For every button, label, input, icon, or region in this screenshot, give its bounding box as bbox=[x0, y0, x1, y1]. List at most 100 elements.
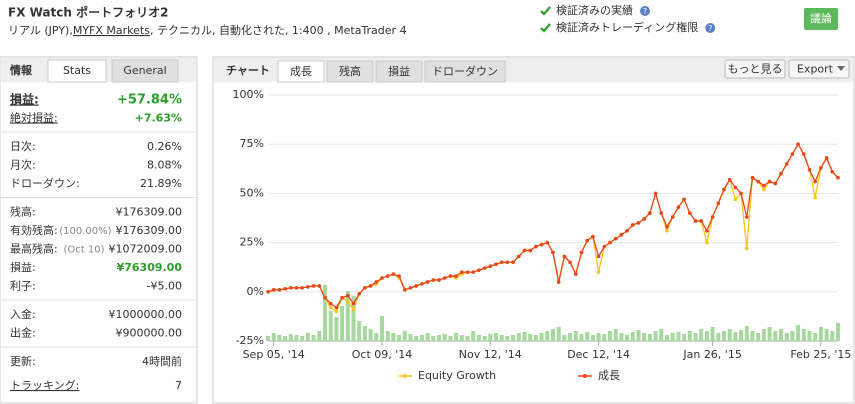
point bbox=[385, 274, 390, 278]
stat-value: -¥5.00 bbox=[147, 280, 182, 293]
point bbox=[397, 274, 401, 278]
point bbox=[830, 169, 835, 174]
point bbox=[585, 238, 589, 243]
point bbox=[779, 171, 783, 176]
x-tick-label: Nov 12, '14 bbox=[459, 348, 522, 361]
volume-bar bbox=[824, 329, 829, 341]
volume-bar bbox=[761, 329, 766, 341]
point bbox=[408, 286, 413, 290]
check-icon bbox=[540, 23, 551, 33]
point bbox=[271, 288, 276, 292]
point bbox=[750, 175, 755, 180]
legend-label: 成長 bbox=[598, 369, 620, 382]
stat-label: 月次: bbox=[10, 158, 36, 172]
volume-bar bbox=[727, 329, 732, 341]
stats-tab[interactable] bbox=[111, 59, 179, 83]
volume-bar bbox=[545, 331, 550, 341]
point bbox=[807, 167, 812, 172]
volume-bar bbox=[665, 335, 669, 341]
volume-bar bbox=[630, 332, 635, 341]
point bbox=[562, 254, 567, 259]
point bbox=[813, 195, 817, 200]
point bbox=[773, 181, 778, 186]
chart-tab[interactable] bbox=[277, 60, 325, 83]
volume-bar bbox=[425, 333, 430, 341]
point bbox=[574, 272, 578, 276]
volume-bar bbox=[659, 329, 664, 341]
verified-check: 検証済みトレーディング権限 bbox=[556, 20, 698, 34]
discuss-label[interactable]: 議論 bbox=[810, 11, 832, 25]
volume-bar bbox=[573, 331, 578, 341]
point bbox=[591, 234, 595, 239]
point bbox=[334, 309, 339, 314]
volume-bar bbox=[744, 326, 749, 341]
volume-bar bbox=[585, 332, 590, 341]
point bbox=[733, 185, 738, 190]
stats-tab-label[interactable]: General bbox=[123, 64, 166, 77]
help-text[interactable]: ? bbox=[708, 24, 712, 33]
volume-bar bbox=[277, 335, 282, 341]
point bbox=[351, 301, 356, 306]
point bbox=[613, 236, 618, 241]
volume-bar bbox=[619, 333, 624, 341]
subtitle: リアル (JPY), bbox=[8, 24, 73, 37]
volume-bar bbox=[693, 333, 698, 341]
volume-bar bbox=[562, 335, 567, 341]
point bbox=[642, 217, 646, 221]
volume-bar bbox=[345, 291, 350, 341]
point bbox=[676, 205, 681, 209]
chart-button-label[interactable]: Export bbox=[797, 63, 834, 76]
point bbox=[494, 262, 498, 267]
point bbox=[824, 156, 829, 160]
stats-tab[interactable] bbox=[47, 59, 107, 83]
chart-button[interactable] bbox=[788, 59, 850, 79]
help-icon[interactable] bbox=[640, 6, 650, 16]
stat-value: 8.08% bbox=[147, 159, 182, 172]
stat-value: 7 bbox=[175, 379, 182, 392]
volume-bar bbox=[687, 331, 692, 341]
help-text[interactable]: ? bbox=[643, 7, 647, 16]
volume-bar bbox=[351, 296, 356, 341]
help-icon[interactable] bbox=[705, 23, 716, 33]
point bbox=[328, 305, 333, 310]
y-tick-label: 100% bbox=[233, 88, 264, 101]
broker-link[interactable]: MYFX Markets bbox=[73, 24, 150, 37]
chart-tab-label[interactable]: 損益 bbox=[388, 64, 410, 78]
chart-tab-label[interactable]: ドローダウン bbox=[432, 64, 498, 78]
point bbox=[659, 211, 664, 215]
volume-bar bbox=[385, 331, 390, 341]
chart-tab-label[interactable]: 成長 bbox=[290, 65, 312, 78]
stat-label: 出金: bbox=[10, 326, 36, 340]
volume-bar bbox=[710, 327, 715, 341]
volume-bar bbox=[305, 333, 310, 341]
point bbox=[346, 293, 350, 298]
stat-label: 絶対損益: bbox=[10, 111, 58, 125]
stat-value: 0.26% bbox=[147, 140, 182, 153]
stats-tab-label[interactable]: Stats bbox=[63, 64, 91, 77]
point bbox=[403, 288, 407, 292]
volume-bar bbox=[613, 329, 618, 341]
dropdown-arrow[interactable] bbox=[837, 66, 845, 71]
volume-bar bbox=[807, 331, 812, 341]
chart-tab-label[interactable]: 残高 bbox=[339, 64, 361, 78]
point bbox=[442, 276, 447, 280]
chart-tab[interactable] bbox=[326, 60, 374, 83]
point bbox=[745, 246, 749, 251]
chart-tab[interactable] bbox=[375, 60, 423, 83]
volume-bar bbox=[414, 336, 419, 341]
volume-bar bbox=[750, 331, 755, 341]
point bbox=[631, 223, 635, 227]
point bbox=[579, 250, 584, 255]
volume-bar bbox=[494, 333, 498, 341]
point bbox=[420, 282, 424, 286]
chart-button-label[interactable]: もっと見る bbox=[728, 63, 783, 76]
stat-label: 入金: bbox=[10, 307, 36, 321]
volume-bar bbox=[556, 327, 561, 341]
point bbox=[625, 228, 629, 233]
chart-button[interactable] bbox=[724, 59, 786, 79]
discuss-button[interactable] bbox=[804, 8, 838, 30]
verified-check: 検証済みの実績 bbox=[556, 3, 633, 17]
volume-bar bbox=[465, 336, 470, 341]
chart-tab[interactable] bbox=[424, 60, 506, 83]
